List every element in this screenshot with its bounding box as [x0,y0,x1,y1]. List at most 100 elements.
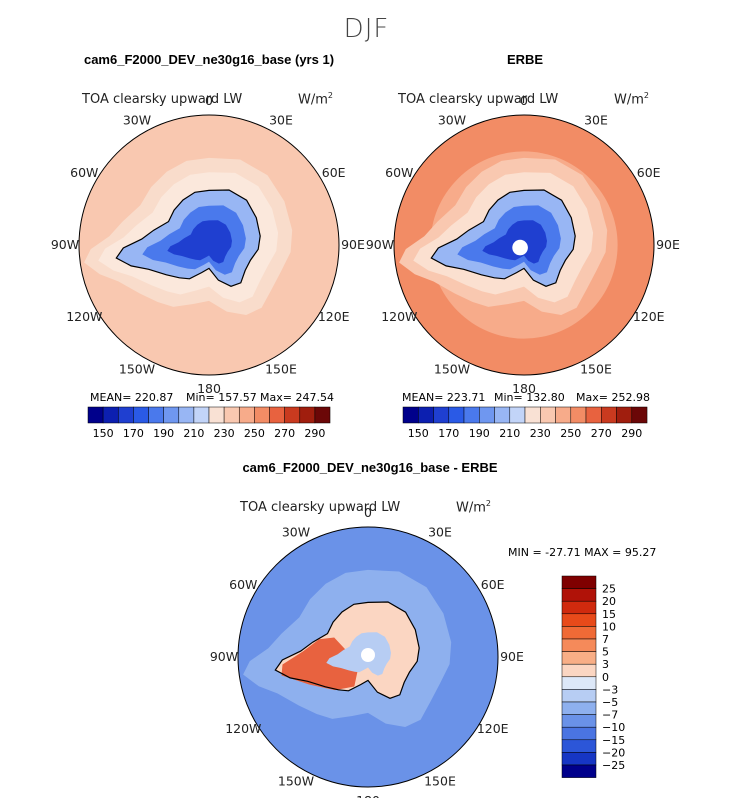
panel3-colorbar-swatch [561,651,597,665]
panel1-lon-label: 90E [341,237,365,252]
panel3-coastline [274,601,420,699]
panel1-colorbar-tick: 230 [214,427,235,440]
panel3-title: cam6_F2000_DEV_ne30g16_base - ERBE [242,460,498,475]
panel1-colorbar-tick: 150 [93,427,114,440]
panel3-lon-label: 120E [477,721,509,736]
panel2-lon-label: 90E [656,237,680,252]
panel3-colorbar-tick: 15 [602,608,616,621]
panel3-lon-label: 150E [424,774,456,789]
panel3-lon-label: 30E [428,524,452,539]
panel2-lon-label: 60E [637,165,661,180]
panel2-coastline [430,189,576,287]
panel2-mean: MEAN= 223.71 [402,391,486,404]
panel2-map-border [393,114,655,376]
panel3-colorbar-swatch [561,638,597,652]
panel3-colorbar-tick: −15 [602,734,625,747]
panel2-units: W/m2 [614,91,649,108]
panel2-lon-label: 90W [366,237,394,252]
panel3-pole-hole [361,648,375,662]
panel1-max: Max= 247.54 [260,391,334,404]
panel3-colorbar-swatch [561,588,597,602]
panel3-colorbar-tick: 25 [602,583,616,596]
panel1-lon-label: 60W [70,165,98,180]
panel3-colorbar-swatch [561,575,597,589]
panel3-lon-label: 90W [210,649,238,664]
panel3-colorbar-swatch [561,739,597,753]
panel3-lon-label: 60E [481,577,505,592]
panel1-lon-label: 150E [265,362,297,377]
panel2-colorbar-tick: 190 [469,427,490,440]
panel3-lon-label: 0 [364,505,372,520]
panel2-colorbar-swatch [631,406,648,424]
panel3-units: W/m2 [456,499,491,516]
panel3-colorbar-swatch [561,663,597,678]
panel3-colorbar-tick: −7 [602,709,618,722]
panel3-lon-label: 30W [282,524,310,539]
panel1-variable-label: TOA clearsky upward LW [82,92,243,107]
panel1-lon-label: 0 [205,93,213,108]
panel1-lon-label: 90W [51,237,79,252]
panel2-plateau-core [482,220,547,264]
panel3-lon-label: 60W [229,577,257,592]
panel3-colorbar-tick: 7 [602,633,609,646]
panel2-title: ERBE [506,52,544,67]
panel1-coastline [115,189,261,287]
panel3-colorbar-tick: −25 [602,759,625,772]
panel2-pole-hole [512,239,528,256]
panel1-map-border [78,114,340,376]
panel2-min: Min= 132.80 [494,391,565,404]
panel2-lon-label: 180 [512,381,536,396]
panel3-map-border [237,526,499,788]
panel3-colorbar-swatch [561,600,597,615]
panel3-colorbar-swatch [561,714,597,728]
panel2-lon-label: 120W [381,309,417,324]
panel2-colorbar-tick: 230 [530,427,551,440]
panel1-colorbar-tick: 290 [304,427,325,440]
panel2-variable-label: TOA clearsky upward LW [398,92,559,107]
panel3-lon-label: 150W [278,774,314,789]
panel2-max: Max= 252.98 [576,391,650,404]
panel3-colorbar-tick: 20 [602,595,616,608]
panel2-colorbar-tick: 150 [408,427,429,440]
panel3-west-antarctic-bias [281,637,358,691]
panel3-colorbar-tick: 3 [602,658,609,671]
panel1-lon-label: 30W [123,112,151,127]
panel3-colorbar-tick: 0 [602,671,609,684]
panel3-colorbar-swatch [561,626,597,640]
panel1-colorbar-tick: 250 [244,427,265,440]
panel3-colorbar-swatch [561,676,597,690]
panel3-lon-label: 90E [500,649,524,664]
panel3-minmax: MIN = -27.71 MAX = 95.27 [508,546,657,559]
panel2-lon-label: 30E [584,112,608,127]
panel2-lon-label: 0 [520,93,528,108]
panel3-lon-label: 180 [356,793,380,798]
panel3-colorbar-tick: −5 [602,696,618,709]
panel2-lon-label: 30W [438,112,466,127]
panel2-colorbar-tick: 290 [621,427,642,440]
panel2-lon-label: 120E [633,309,665,324]
season-title: DJF [343,14,390,44]
panel1-colorbar-tick: 190 [153,427,174,440]
panel1-lon-label: 180 [197,381,221,396]
panel2-lon-label: 150W [434,362,470,377]
panel1-lon-label: 120W [66,309,102,324]
panel2-colorbar-tick: 210 [499,427,520,440]
panel1-min: Min= 157.57 [186,391,257,404]
panel1-colorbar-swatch [314,406,331,424]
panel2-colorbar-tick: 270 [591,427,612,440]
panel3-colorbar-tick: −3 [602,683,618,696]
panel1-lon-label: 120E [318,309,350,324]
panel3-colorbar-tick: 5 [602,646,609,659]
panel3-colorbar-swatch [561,689,597,703]
panel3-colorbar-swatch [561,752,597,766]
panel3-plateau-field [326,632,391,676]
panel2-colorbar-tick: 170 [438,427,459,440]
panel2-colorbar-tick: 250 [560,427,581,440]
panel3-colorbar-swatch [561,613,597,627]
panel3-colorbar-tick: −20 [602,746,625,759]
panel2-lon-label: 60W [385,165,413,180]
panel1-lon-label: 60E [322,165,346,180]
